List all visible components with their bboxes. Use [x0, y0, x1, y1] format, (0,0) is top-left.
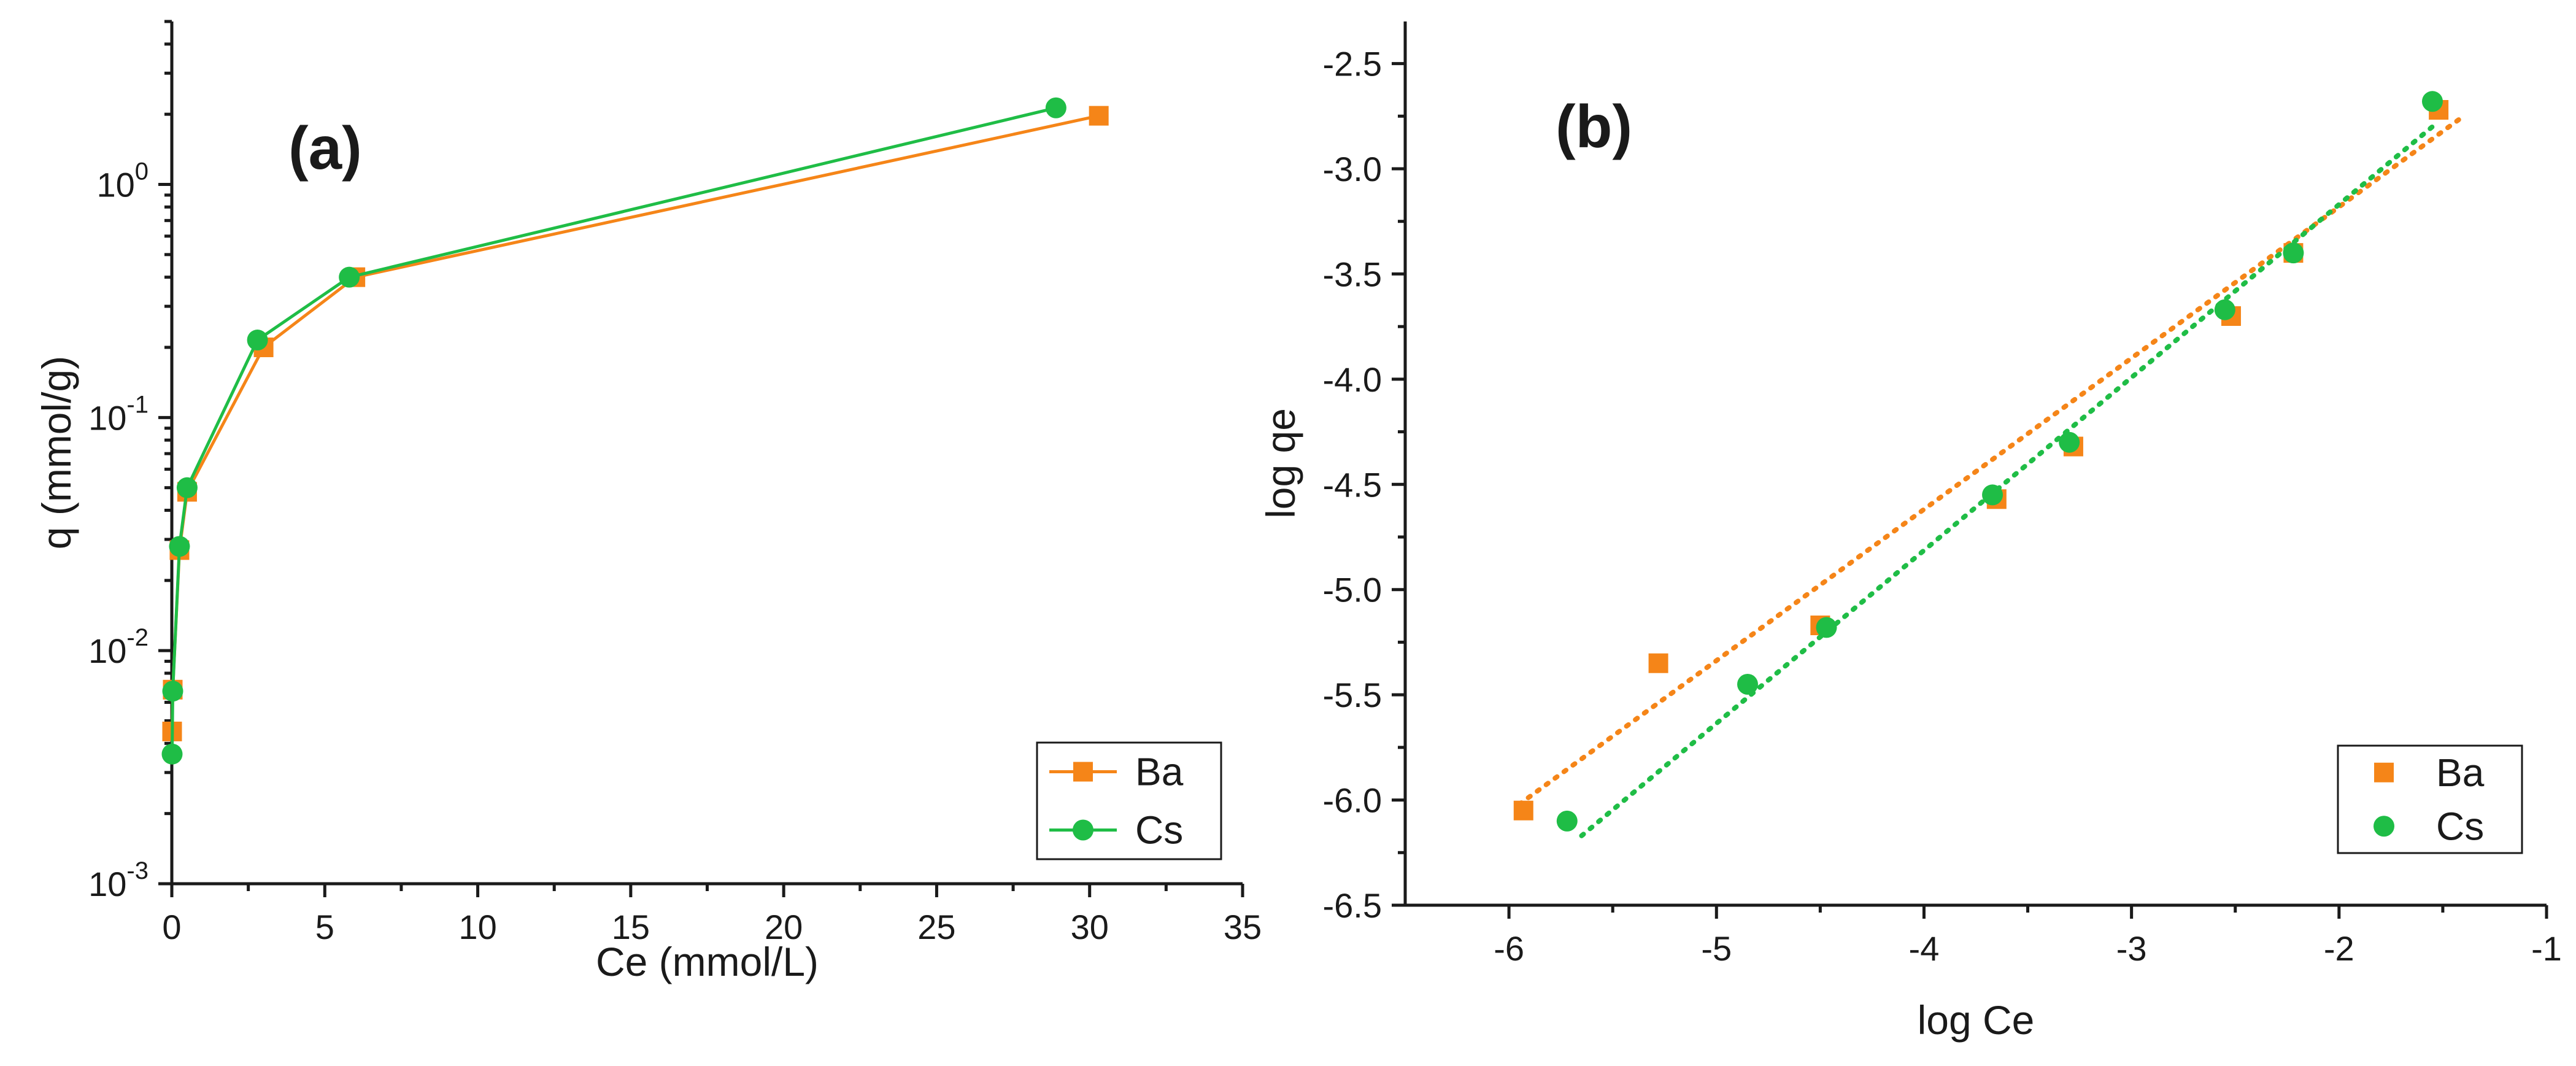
y-tick-label-exponent: -1: [126, 391, 148, 418]
legend-box: [1036, 741, 1222, 860]
data-point-ba: [1648, 653, 1668, 673]
legend-marker-ba: [2374, 762, 2394, 782]
data-point-cs: [162, 681, 183, 702]
y-tick-label: -3.5: [1323, 255, 1382, 293]
x-tick-label: -4: [1909, 929, 1940, 968]
y-axis-title: q (mmol/g): [34, 356, 79, 549]
x-tick-label: -5: [1701, 929, 1732, 968]
y-tick-label-base: 10: [88, 865, 126, 903]
fit-line-ba: [1517, 114, 2466, 807]
legend-label-ba: Ba: [2436, 751, 2485, 795]
x-tick-label: 30: [1071, 908, 1109, 946]
legend: Ba Cs: [1036, 741, 1222, 860]
y-tick-label: 10-1: [88, 391, 148, 437]
data-point-ba: [1513, 800, 1533, 821]
y-tick-label-exponent: -2: [126, 624, 148, 651]
data-point-cs: [247, 330, 268, 351]
data-point-ba: [1089, 106, 1109, 126]
data-point-cs: [339, 266, 360, 288]
y-tick-label-base: 10: [88, 631, 126, 670]
y-tick-label-exponent: 0: [135, 158, 148, 185]
chart-panel-b: -6 -5 -4 -3 -2 -1 -6.5 -6.0 -5.5 -5.0 -4.5 -4.0 -3.5…: [1258, 21, 2562, 1043]
y-tick-label-exponent: -3: [126, 857, 148, 884]
y-axis-title: log qe: [1258, 408, 1303, 519]
x-tick-label: 0: [162, 908, 181, 946]
x-tick-label: 35: [1224, 908, 1262, 946]
x-tick-label: 20: [765, 908, 803, 946]
data-point-cs: [2059, 431, 2080, 453]
data-point-cs: [1737, 674, 1758, 695]
legend-label-ba: Ba: [1135, 750, 1184, 794]
y-tick-label: 100: [96, 158, 148, 204]
y-tick-label: -6.0: [1323, 781, 1382, 820]
data-point-cs: [2214, 299, 2235, 320]
y-tick-label: -4.5: [1323, 465, 1382, 504]
fit-line-cs: [1579, 124, 2435, 838]
data-point-cs: [169, 536, 190, 557]
x-tick-label: 10: [458, 908, 496, 946]
x-tick-label: -1: [2531, 929, 2562, 968]
legend-marker-cs: [1073, 819, 1093, 841]
panel-label: (a): [288, 114, 362, 182]
y-tick-label: 10-3: [88, 857, 148, 903]
x-tick-label: 15: [612, 908, 650, 946]
legend-label-cs: Cs: [2436, 804, 2484, 848]
data-point-cs: [2422, 91, 2443, 112]
data-point-cs: [161, 743, 183, 765]
x-tick-label: -3: [2116, 929, 2147, 968]
x-tick-label: 25: [917, 908, 955, 946]
y-tick-label-base: 10: [96, 165, 134, 204]
x-tick-label: -2: [2324, 929, 2354, 968]
legend-label-cs: Cs: [1135, 808, 1183, 852]
y-tick-label: -3.0: [1323, 150, 1382, 188]
y-tick-label: 10-2: [88, 624, 148, 670]
legend-marker-cs: [2374, 816, 2394, 837]
data-point-cs: [176, 477, 198, 498]
data-point-cs: [1982, 484, 2003, 506]
legend-box: [2337, 744, 2523, 854]
y-tick-label: -6.5: [1323, 886, 1382, 925]
y-tick-label: -5.5: [1323, 676, 1382, 714]
x-tick-label: -6: [1494, 929, 1524, 968]
data-point-cs: [2283, 242, 2304, 264]
y-tick-label: -4.0: [1323, 360, 1382, 399]
y-tick-label-base: 10: [88, 398, 126, 437]
y-tick-label: -2.5: [1323, 45, 1382, 83]
series-line-cs: [170, 106, 1057, 754]
data-point-cs: [1045, 97, 1066, 118]
legend: Ba Cs: [2337, 744, 2523, 854]
y-tick-label: -5.0: [1323, 571, 1382, 609]
x-axis-title: log Ce: [1918, 997, 2035, 1043]
legend-marker-ba: [1073, 762, 1093, 782]
data-point-cs: [1816, 617, 1837, 638]
x-axis-title: Ce (mmol/L): [596, 939, 819, 984]
data-point-cs: [1556, 810, 1578, 832]
x-tick-label: 5: [315, 908, 334, 946]
panel-label: (b): [1556, 93, 1632, 160]
